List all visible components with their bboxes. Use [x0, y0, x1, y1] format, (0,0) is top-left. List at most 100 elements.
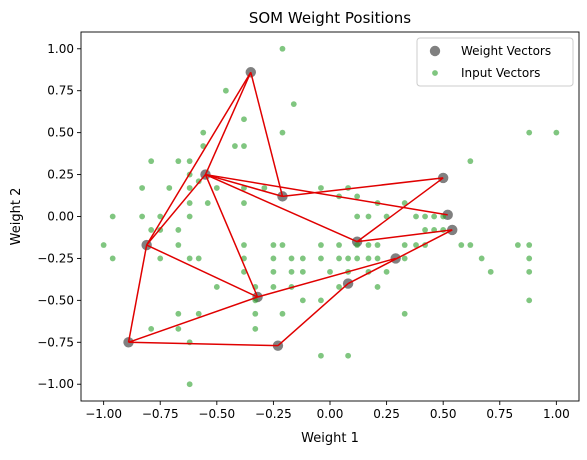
- input-vector-point: [222, 87, 229, 94]
- input-vector-point: [401, 310, 408, 317]
- input-vector-point: [261, 185, 268, 191]
- weight-connection-line: [128, 341, 278, 347]
- input-vector-point: [270, 255, 277, 262]
- legend-label: Input Vectors: [461, 66, 540, 80]
- input-vector-point: [413, 242, 419, 248]
- input-vector-point: [213, 185, 220, 191]
- input-vector-point: [186, 255, 193, 262]
- input-vector-point: [336, 242, 342, 248]
- y-tick-label: 0.00: [47, 210, 74, 224]
- input-vector-point: [345, 255, 352, 262]
- weight-connection-line: [204, 174, 259, 298]
- input-vector-point: [241, 116, 247, 123]
- input-vector-point: [279, 45, 286, 52]
- input-vector-point: [232, 143, 238, 149]
- y-tick-label: 0.50: [47, 126, 74, 140]
- x-tick-label: 0.50: [430, 407, 457, 421]
- y-tick-label: 0.75: [47, 84, 74, 98]
- input-vector-point: [157, 255, 164, 262]
- y-tick-label: −0.50: [37, 293, 74, 307]
- input-vector-point: [383, 268, 390, 275]
- weight-connection-line: [146, 71, 252, 246]
- input-vector-point: [526, 129, 533, 136]
- input-vector-point: [345, 352, 352, 359]
- x-tick-label: −0.50: [198, 407, 235, 421]
- input-vector-point: [195, 255, 202, 262]
- weight-connection-line: [205, 173, 448, 216]
- input-vector-point: [241, 268, 247, 275]
- input-vector-point: [514, 242, 521, 248]
- input-vector-point: [288, 255, 295, 262]
- input-vector-point: [336, 255, 342, 262]
- input-vector-point: [148, 325, 155, 332]
- input-vector-point: [374, 255, 381, 262]
- plot-area: −1.00 −0.75 −0.50 −0.25 0.00 0.25 0.50 0.75 1.00…: [37, 31, 580, 421]
- input-vector-point: [299, 268, 306, 275]
- input-vector-point: [299, 255, 306, 262]
- input-vector-point: [252, 325, 259, 332]
- input-vector-point: [526, 297, 533, 304]
- x-axis-label: Weight 1: [301, 431, 359, 446]
- input-vector-point: [487, 268, 494, 275]
- x-tick-label: −0.75: [142, 407, 179, 421]
- input-vector-point: [526, 255, 533, 262]
- input-vector-point: [241, 242, 247, 248]
- input-vector-point: [279, 129, 286, 136]
- input-vector-point: [175, 227, 182, 233]
- input-vector-point: [354, 255, 361, 262]
- input-vector-point: [422, 213, 428, 220]
- y-tick-label: −0.25: [37, 251, 74, 265]
- input-vector-point: [279, 242, 286, 248]
- input-vector-point: [241, 200, 247, 206]
- weight-connection-line: [146, 244, 258, 298]
- y-tick-label: −1.00: [37, 377, 74, 391]
- input-vector-point: [204, 200, 211, 206]
- y-tick-label: 1.00: [47, 42, 74, 56]
- input-vector-point: [166, 185, 173, 191]
- input-vector-point: [413, 213, 419, 220]
- input-vector-point: [374, 242, 381, 248]
- input-vector-point: [401, 255, 408, 262]
- chart-title: SOM Weight Positions: [249, 9, 411, 27]
- x-tick-label: 0.25: [373, 407, 400, 421]
- input-vector-point: [288, 268, 295, 275]
- input-vector-point: [290, 101, 297, 108]
- input-vector-point: [200, 129, 207, 136]
- input-vector-point: [354, 242, 361, 248]
- input-vector-point: [195, 310, 202, 317]
- input-vector-point: [467, 242, 474, 248]
- input-vector-point: [336, 284, 342, 290]
- input-vector-point: [175, 310, 182, 317]
- weight-connection-line: [250, 72, 284, 197]
- weight-connection-line: [127, 244, 148, 343]
- input-vector-point: [299, 297, 306, 304]
- input-vector-point: [241, 143, 247, 149]
- x-tick-label: 0.00: [317, 407, 344, 421]
- input-vector-point: [270, 284, 277, 290]
- y-axis-label: Weight 2: [9, 188, 24, 246]
- input-vector-point: [318, 352, 324, 359]
- y-tick-label: 0.25: [47, 168, 74, 182]
- input-vector-point: [478, 255, 485, 262]
- legend-input-marker: [432, 70, 438, 76]
- input-vector-point: [365, 242, 372, 248]
- x-tick-label: 1.00: [543, 407, 570, 421]
- weight-connection-line: [357, 229, 453, 243]
- legend-weight-marker: [429, 45, 441, 57]
- x-tick-label: −0.25: [255, 407, 292, 421]
- weight-connection-line: [146, 174, 207, 246]
- input-vector-point: [365, 255, 372, 262]
- legend: Weight Vectors Input Vectors: [416, 37, 574, 87]
- input-vector-point: [401, 242, 408, 248]
- input-vector-point: [148, 158, 155, 165]
- input-vector-point: [354, 213, 361, 220]
- input-vector-point: [467, 158, 474, 165]
- plot-frame: [80, 31, 580, 402]
- input-vector-point: [526, 268, 533, 275]
- input-vector-point: [279, 310, 286, 317]
- input-vector-point: [139, 185, 146, 191]
- weight-connection-line: [282, 177, 444, 198]
- x-tick-label: −1.00: [85, 407, 122, 421]
- input-vector-point: [109, 255, 116, 262]
- input-vector-point: [270, 242, 277, 248]
